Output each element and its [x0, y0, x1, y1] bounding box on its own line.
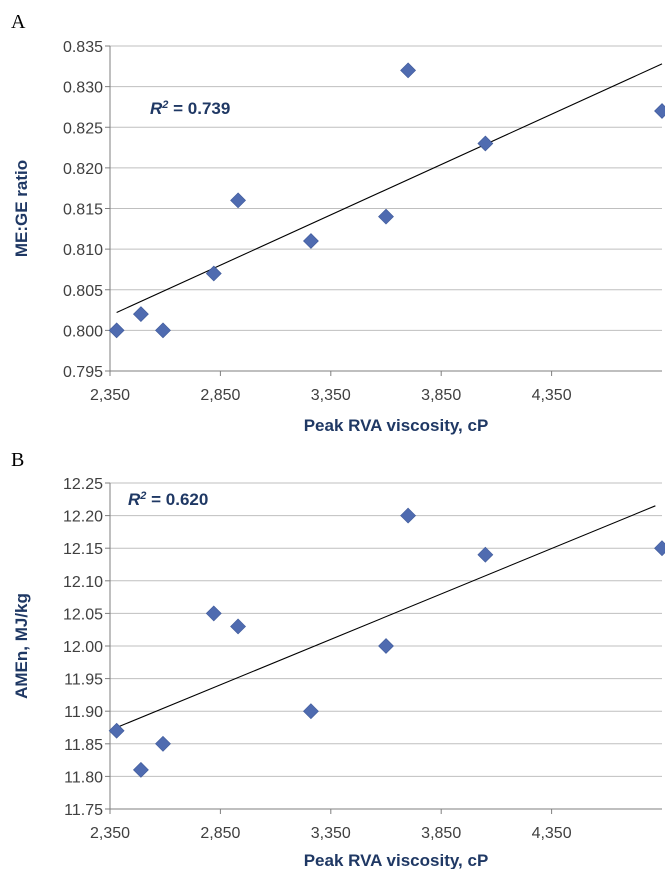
y-tick-label: 11.90	[64, 704, 103, 721]
data-point	[654, 103, 665, 119]
r-squared-symbol: R	[150, 99, 163, 118]
y-tick-label: 12.05	[63, 606, 103, 623]
data-point	[132, 761, 149, 778]
data-point	[155, 322, 171, 339]
y-tick-label: 11.85	[64, 737, 103, 754]
data-point	[378, 638, 394, 654]
y-tick-label: 0.830	[63, 80, 103, 97]
data-point	[108, 322, 125, 339]
y-tick-label: 11.95	[64, 672, 103, 689]
x-tick-label: 4,350	[532, 387, 572, 404]
y-tick-label: 12.00	[63, 639, 103, 656]
x-tick-label: 3,350	[311, 825, 351, 842]
data-point	[205, 265, 222, 282]
y-axis-title: AMEn, MJ/kg	[12, 593, 31, 699]
panel-label: A	[11, 11, 26, 33]
data-point	[155, 735, 171, 752]
data-point	[108, 722, 125, 739]
data-point	[400, 507, 417, 524]
trendline	[116, 63, 663, 314]
x-axis-title: Peak RVA viscosity, cP	[304, 416, 489, 435]
y-tick-label: 0.795	[63, 364, 103, 381]
r-squared-superscript: 2	[161, 99, 168, 111]
y-axis-title: ME:GE ratio	[12, 160, 31, 257]
x-tick-label: 2,850	[200, 825, 240, 842]
x-tick-label: 4,350	[532, 825, 572, 842]
y-tick-label: 12.10	[63, 574, 103, 591]
data-point	[378, 208, 394, 225]
x-axis-title: Peak RVA viscosity, cP	[304, 851, 489, 869]
y-tick-label: 0.805	[63, 283, 103, 300]
data-point	[477, 135, 494, 152]
y-tick-label: 0.800	[63, 323, 103, 340]
panel-b: 11.75 11.80 11.85 11.90 11.95 12.00 12.05 12.10…	[11, 449, 665, 869]
y-tick-label: 12.20	[63, 509, 103, 526]
y-tick-label: 11.75	[64, 802, 103, 819]
y-tick-label: 0.815	[63, 202, 103, 219]
panel-label: B	[11, 449, 24, 471]
r-squared-symbol: R	[128, 490, 141, 509]
x-tick-label: 2,350	[90, 387, 130, 404]
x-tick-label: 2,850	[200, 387, 240, 404]
y-tick-label: 0.835	[63, 39, 103, 56]
r-squared-value: = 0.620	[146, 490, 208, 509]
r-squared-superscript: 2	[139, 490, 146, 502]
panel-a: 0.795 0.800 0.805 0.810 0.815 0.820 0.825 0.830…	[11, 11, 665, 435]
data-point	[205, 605, 222, 622]
y-tick-label: 0.810	[63, 242, 103, 259]
data-point	[132, 306, 149, 323]
x-tick-label: 3,350	[311, 387, 351, 404]
data-point	[230, 618, 246, 635]
y-tick-label: 0.825	[63, 120, 103, 137]
data-point	[303, 233, 319, 249]
y-tick-label: 11.80	[64, 769, 103, 786]
trendline	[116, 505, 656, 729]
data-point	[477, 546, 494, 563]
x-tick-label: 3,850	[421, 825, 461, 842]
y-tick-label: 12.15	[63, 541, 103, 558]
r-squared-annotation: R2 = 0.739	[150, 99, 230, 118]
r-squared-value: = 0.739	[168, 99, 230, 118]
x-tick-label: 2,350	[90, 825, 130, 842]
data-point	[303, 703, 319, 720]
r-squared-annotation: R2 = 0.620	[128, 490, 208, 509]
data-point	[654, 540, 665, 557]
data-point	[230, 192, 246, 209]
y-tick-label: 12.25	[63, 476, 103, 493]
data-point	[400, 62, 417, 79]
y-tick-label: 0.820	[63, 161, 103, 178]
x-tick-label: 3,850	[421, 387, 461, 404]
